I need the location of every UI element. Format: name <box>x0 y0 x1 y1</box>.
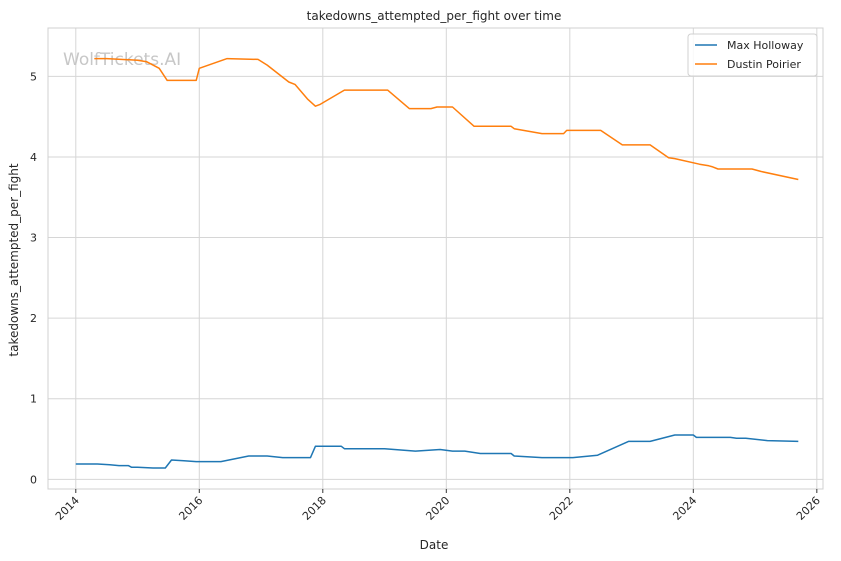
y-tick-label: 5 <box>30 70 37 83</box>
chart-title: takedowns_attempted_per_fight over time <box>307 9 562 23</box>
legend-label-dustin-poirier: Dustin Poirier <box>727 58 801 71</box>
plot-frame <box>47 27 824 490</box>
y-tick-label: 1 <box>30 393 37 406</box>
legend-label-max-holloway: Max Holloway <box>727 39 804 52</box>
legend-box <box>687 33 818 77</box>
series-layer <box>75 57 799 469</box>
y-tick-label: 0 <box>30 473 37 486</box>
y-tick-label: 4 <box>30 151 37 164</box>
series-line-dustin-poirier <box>94 57 799 181</box>
y-tick-label: 3 <box>30 232 37 245</box>
y-axis-label: takedowns_attempted_per_fight <box>7 163 21 356</box>
legend: Max Holloway Dustin Poirier <box>687 33 818 77</box>
series-line-max-holloway <box>75 434 799 469</box>
x-axis-label: Date <box>420 538 449 552</box>
y-tick-label: 2 <box>30 312 37 325</box>
